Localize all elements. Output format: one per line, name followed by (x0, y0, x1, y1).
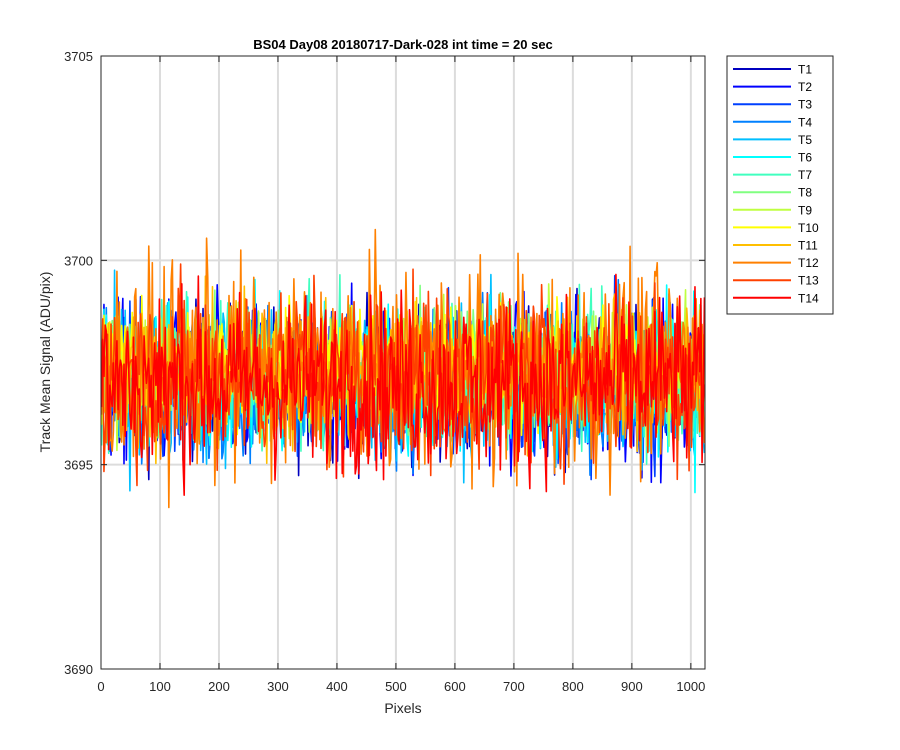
legend-label-T13: T13 (798, 274, 819, 288)
x-tick-label-600: 600 (444, 679, 466, 694)
legend-label-T8: T8 (798, 186, 812, 200)
y-tick-label-3700: 3700 (64, 253, 93, 268)
data-series (100, 228, 706, 509)
y-tick-labels: 3690 3695 3700 3705 (64, 49, 93, 677)
y-axis-label: Track Mean Signal (ADU/pix) (37, 272, 53, 453)
legend-label-T10: T10 (798, 221, 819, 235)
x-tick-label-800: 800 (562, 679, 584, 694)
y-tick-label-3695: 3695 (64, 458, 93, 473)
chart-title: BS04 Day08 20180717-Dark-028 int time = … (253, 37, 553, 52)
legend-label-T14: T14 (798, 291, 819, 305)
plot-box (100, 55, 706, 670)
y-tick-label-3690: 3690 (64, 662, 93, 677)
x-tick-label-900: 900 (621, 679, 643, 694)
x-axis-label: Pixels (384, 700, 421, 716)
x-tick-label-700: 700 (503, 679, 525, 694)
legend: T1 T2 T3 T4 T5 T6 T7 T8 T9 T10 T11 T12 T13 T14 (726, 55, 834, 315)
x-tick-label-500: 500 (385, 679, 407, 694)
legend-label-T7: T7 (798, 168, 812, 182)
legend-label-T2: T2 (798, 80, 812, 94)
legend-label-T3: T3 (798, 98, 812, 112)
legend-label-T11: T11 (798, 239, 818, 253)
x-tick-label-400: 400 (326, 679, 348, 694)
x-tick-label-300: 300 (267, 679, 289, 694)
ticks (100, 55, 705, 670)
x-tick-labels: 0 100 200 300 400 500 600 700 800 900 1000 (97, 679, 705, 694)
x-tick-label-200: 200 (208, 679, 230, 694)
legend-label-T4: T4 (798, 115, 812, 129)
legend-label-T6: T6 (798, 151, 812, 165)
legend-label-T9: T9 (798, 203, 812, 217)
x-tick-label-100: 100 (149, 679, 171, 694)
series-line-T14 (100, 273, 706, 496)
legend-label-T12: T12 (798, 256, 819, 270)
y-tick-label-3705: 3705 (64, 49, 93, 64)
legend-label-T5: T5 (798, 133, 812, 147)
x-tick-label-0: 0 (97, 679, 104, 694)
legend-label-T1: T1 (798, 63, 812, 77)
legend-box (726, 55, 834, 315)
x-tick-label-1000: 1000 (676, 679, 705, 694)
